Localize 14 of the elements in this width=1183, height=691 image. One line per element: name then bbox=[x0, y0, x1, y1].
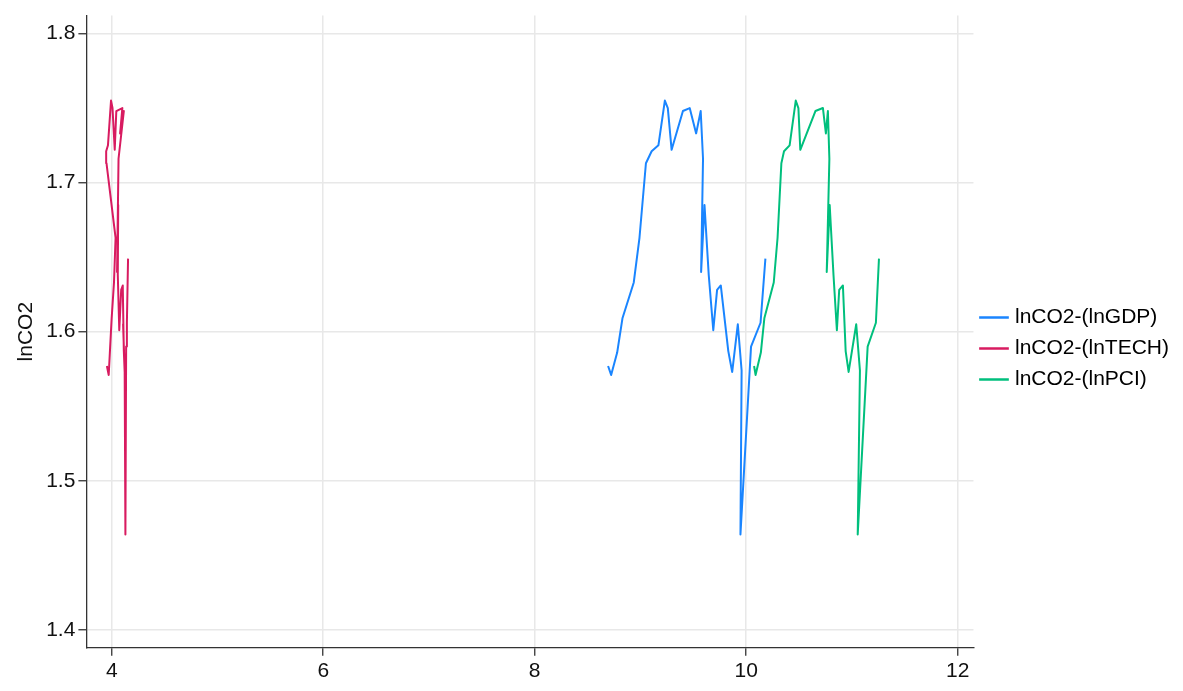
y-tick-label: 1.5 bbox=[46, 467, 76, 491]
x-tick-label: 6 bbox=[317, 658, 330, 682]
y-tick-label: 1.4 bbox=[46, 616, 76, 640]
x-tick-label: 8 bbox=[528, 658, 541, 682]
y-axis-title: lnCO2 bbox=[13, 301, 37, 362]
y-tick-label: 1.7 bbox=[46, 169, 76, 193]
x-tick-label: 12 bbox=[945, 658, 970, 682]
x-tick-label: 10 bbox=[734, 658, 758, 682]
legend-label: lnCO2-(lnPCI) bbox=[1014, 366, 1147, 390]
y-tick-label: 1.8 bbox=[46, 20, 76, 44]
legend-label: lnCO2-(lnTECH) bbox=[1014, 335, 1169, 359]
y-tick-label: 1.6 bbox=[46, 318, 76, 342]
legend-label: lnCO2-(lnGDP) bbox=[1014, 304, 1158, 328]
x-tick-label: 4 bbox=[105, 658, 118, 682]
